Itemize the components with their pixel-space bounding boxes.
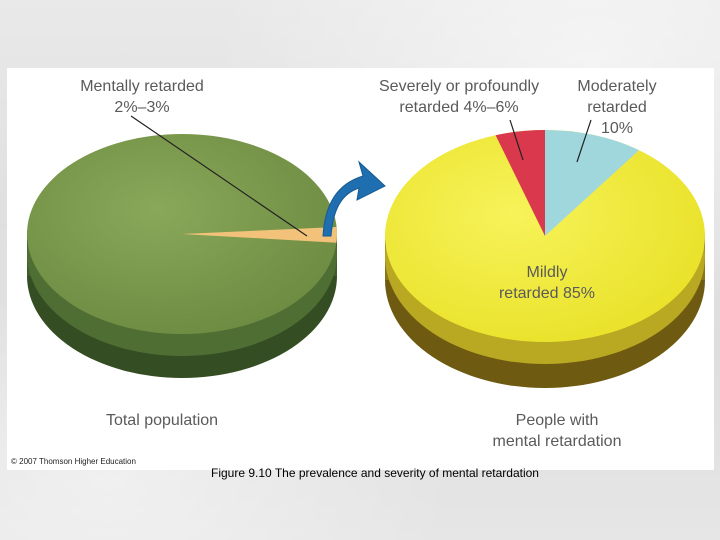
moderate-leader-line [576,119,592,163]
right-title-line2: mental retardation [492,433,622,450]
arrow-icon [322,160,386,237]
left-leader-line [130,115,308,237]
left-pie-slice-0 [182,227,337,243]
mild-label-line1: Mildly [526,264,568,281]
severe-label-line1: Severely or profoundly [379,78,540,95]
right-title-line1: People with [515,412,599,429]
right-pie-title: People with mental retardation [477,410,637,452]
right-pie-slice-0 [495,130,545,236]
pie-figure [27,115,705,388]
mild-label: Mildly retarded 85% [487,262,607,304]
moderate-label-line3: 10% [600,120,634,137]
left-annotation-line2: 2%–3% [114,99,170,116]
severe-label-line2: retarded 4%–6% [399,99,519,116]
moderate-label-line2: retarded [587,99,647,116]
left-pie-title: Total population [105,412,219,429]
moderate-label-line1: Moderately [577,78,657,95]
mild-label-line2: retarded 85% [498,285,596,302]
figure-panel: Mentally retarded 2%–3% Severely or prof… [7,68,714,480]
right-pie-slice-1 [545,130,639,236]
moderate-label: Moderately retarded 10% [567,76,667,139]
left-annotation: Mentally retarded 2%–3% [77,76,207,118]
left-annotation-line1: Mentally retarded [80,78,204,95]
severe-label: Severely or profoundly retarded 4%–6% [379,76,539,118]
copyright-text: © 2007 Thomson Higher Education [11,457,136,466]
severe-leader-line [509,119,524,161]
figure-caption: Figure 9.10 The prevalence and severity … [211,466,539,480]
